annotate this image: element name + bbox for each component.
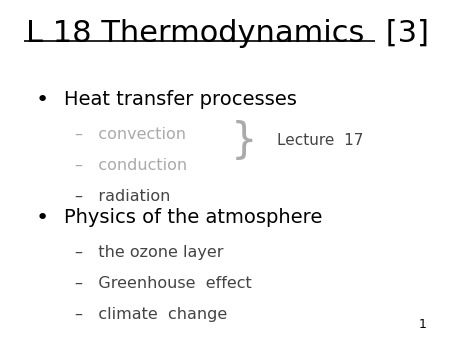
Text: –   the ozone layer: – the ozone layer	[75, 245, 223, 260]
Text: [3]: [3]	[376, 19, 429, 48]
Text: –   climate  change: – climate change	[75, 307, 227, 322]
Text: L 18 Thermodynamics: L 18 Thermodynamics	[27, 19, 365, 48]
Text: }: }	[231, 120, 257, 162]
Text: Lecture  17: Lecture 17	[277, 133, 363, 148]
Text: 1: 1	[418, 318, 426, 331]
Text: –   radiation: – radiation	[75, 189, 170, 204]
Text: Heat transfer processes: Heat transfer processes	[64, 90, 297, 108]
Text: –   Greenhouse  effect: – Greenhouse effect	[75, 276, 252, 291]
Text: •: •	[35, 90, 49, 110]
Text: Physics of the atmosphere: Physics of the atmosphere	[64, 208, 322, 227]
Text: –   conduction: – conduction	[75, 158, 187, 173]
Text: •: •	[35, 208, 49, 228]
Text: –   convection: – convection	[75, 127, 186, 142]
